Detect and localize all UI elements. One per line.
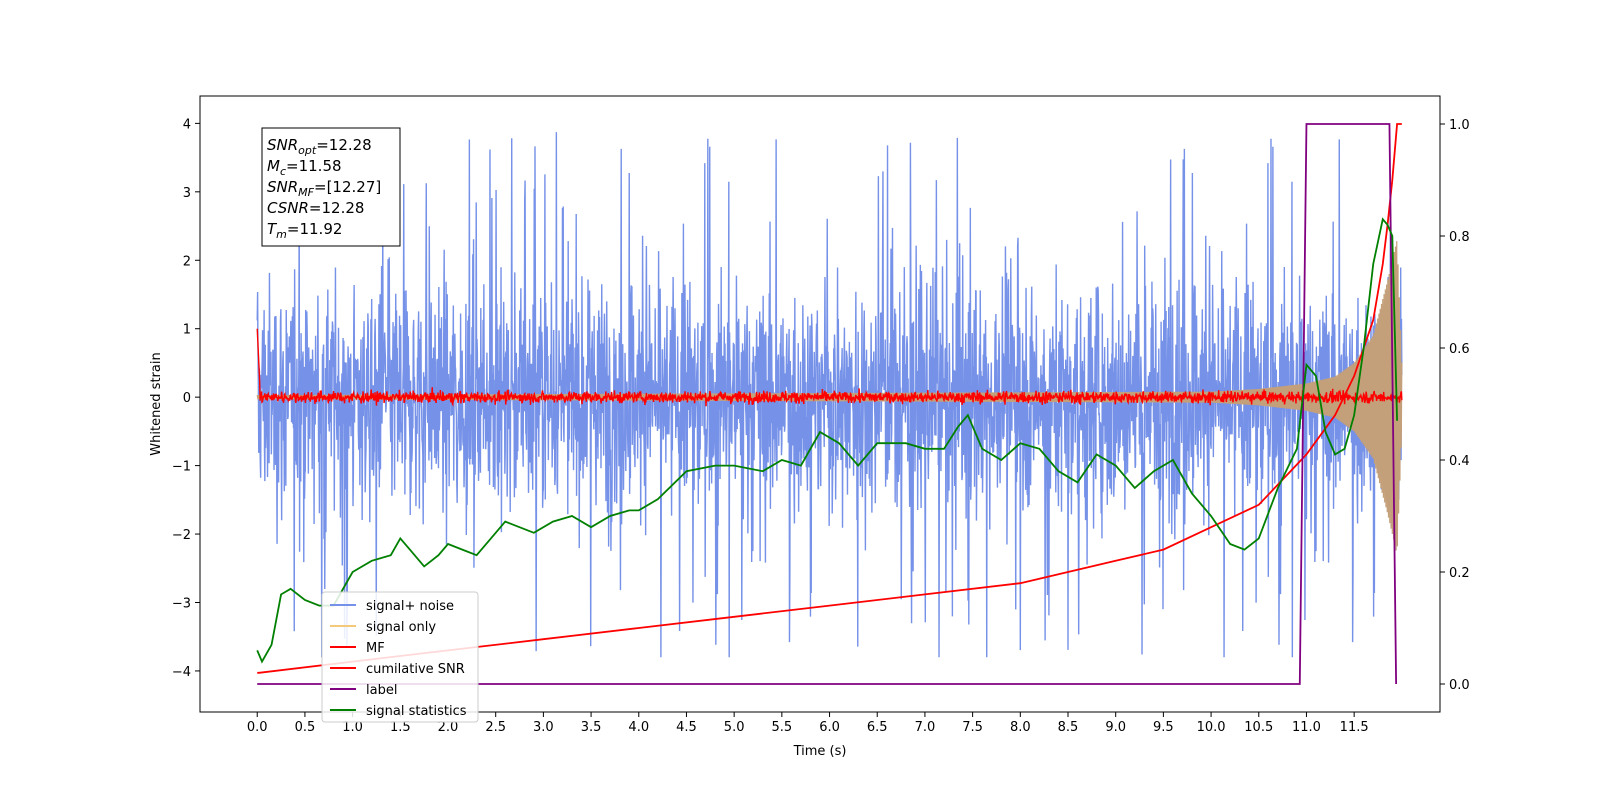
- legend-label-label: label: [366, 683, 397, 698]
- info-t-m: Tm=11.92: [267, 220, 342, 241]
- x-axis: 0.0 0.5 1.0 1.5 2.0 2.5 3.0 3.5 4.0 4.5 5.0 5.5 6.0 6…: [247, 712, 1369, 735]
- series-signal-only: [256, 241, 1403, 551]
- y-tick-label: −3: [172, 596, 191, 611]
- series-label: [257, 123, 1398, 685]
- plot-area: [256, 123, 1403, 685]
- legend-label-signal-only: signal only: [366, 620, 436, 635]
- series-signal-statistics: [256, 217, 1398, 664]
- legend-label-signal-statistics: signal statistics: [366, 704, 467, 719]
- x-tick-label: 6.5: [867, 720, 888, 735]
- y-tick-label: 0: [183, 391, 191, 406]
- x-tick-label: 2.5: [485, 720, 506, 735]
- x-tick-label: 5.5: [772, 720, 793, 735]
- x-tick-label: 10.5: [1244, 720, 1273, 735]
- series-cumilative-snr: [257, 123, 1402, 674]
- y2-tick-label: 1.0: [1449, 118, 1470, 133]
- x-tick-label: 7.0: [915, 720, 936, 735]
- x-tick-label: 7.5: [962, 720, 983, 735]
- legend-label-cumilative-snr: cumilative SNR: [366, 662, 465, 677]
- x-tick-label: 2.0: [438, 720, 459, 735]
- y-tick-label: 3: [183, 186, 191, 201]
- info-csnr: CSNR=12.28: [267, 199, 364, 217]
- y-tick-label: −2: [172, 528, 191, 543]
- info-box: SNRopt=12.28Mc=11.58SNRMF=[12.27]CSNR=12…: [261, 127, 401, 247]
- y-tick-label: −1: [172, 460, 191, 475]
- x-tick-label: 9.5: [1153, 720, 1174, 735]
- x-tick-label: 11.0: [1292, 720, 1321, 735]
- x-tick-label: 11.5: [1340, 720, 1369, 735]
- legend-frame: [321, 591, 479, 723]
- info-snr-mf: SNRMF=[12.27]: [267, 178, 381, 199]
- info-snr-opt: SNRopt=12.28: [267, 136, 372, 157]
- y-axis-label: Whitened strain: [149, 352, 164, 455]
- x-tick-label: 1.0: [342, 720, 363, 735]
- x-tick-label: 9.0: [1105, 720, 1126, 735]
- y2-tick-label: 0.4: [1449, 454, 1470, 469]
- x-tick-label: 8.0: [1010, 720, 1031, 735]
- plot-frame: [199, 95, 1441, 713]
- y-axis-left: 4 3 2 1 0 −1 −2 −3 −4: [172, 117, 200, 680]
- y2-tick-label: 0.2: [1449, 566, 1470, 581]
- x-tick-label: 0.5: [295, 720, 316, 735]
- x-axis-label: Time (s): [793, 744, 847, 759]
- x-tick-label: 10.0: [1197, 720, 1226, 735]
- y2-tick-label: 0.0: [1449, 678, 1470, 693]
- x-tick-label: 4.5: [676, 720, 697, 735]
- y-tick-label: 4: [183, 117, 191, 132]
- x-tick-label: 1.5: [390, 720, 411, 735]
- series-signal-noise: [256, 132, 1403, 658]
- legend-label-signal-noise: signal+ noise: [366, 599, 454, 614]
- y-tick-label: 1: [183, 323, 191, 338]
- info-m-c: Mc=11.58: [267, 157, 342, 178]
- x-tick-label: 6.0: [819, 720, 840, 735]
- y2-tick-label: 0.8: [1449, 230, 1470, 245]
- y-tick-label: 2: [183, 254, 191, 269]
- y-tick-label: −4: [172, 665, 191, 680]
- x-tick-label: 4.0: [628, 720, 649, 735]
- series-mf: [256, 328, 1403, 407]
- legend-label-mf: MF: [366, 641, 385, 656]
- x-tick-label: 0.0: [247, 720, 268, 735]
- legend: signal+ noise signal only MF cumilative SNR…: [321, 591, 479, 723]
- y-axis-right: 1.0 0.8 0.6 0.4 0.2 0.0: [1440, 118, 1470, 693]
- info-box-frame: [261, 127, 401, 247]
- x-tick-label: 5.0: [724, 720, 745, 735]
- x-tick-label: 8.5: [1058, 720, 1079, 735]
- y2-tick-label: 0.6: [1449, 342, 1470, 357]
- x-tick-label: 3.5: [581, 720, 602, 735]
- x-tick-label: 3.0: [533, 720, 554, 735]
